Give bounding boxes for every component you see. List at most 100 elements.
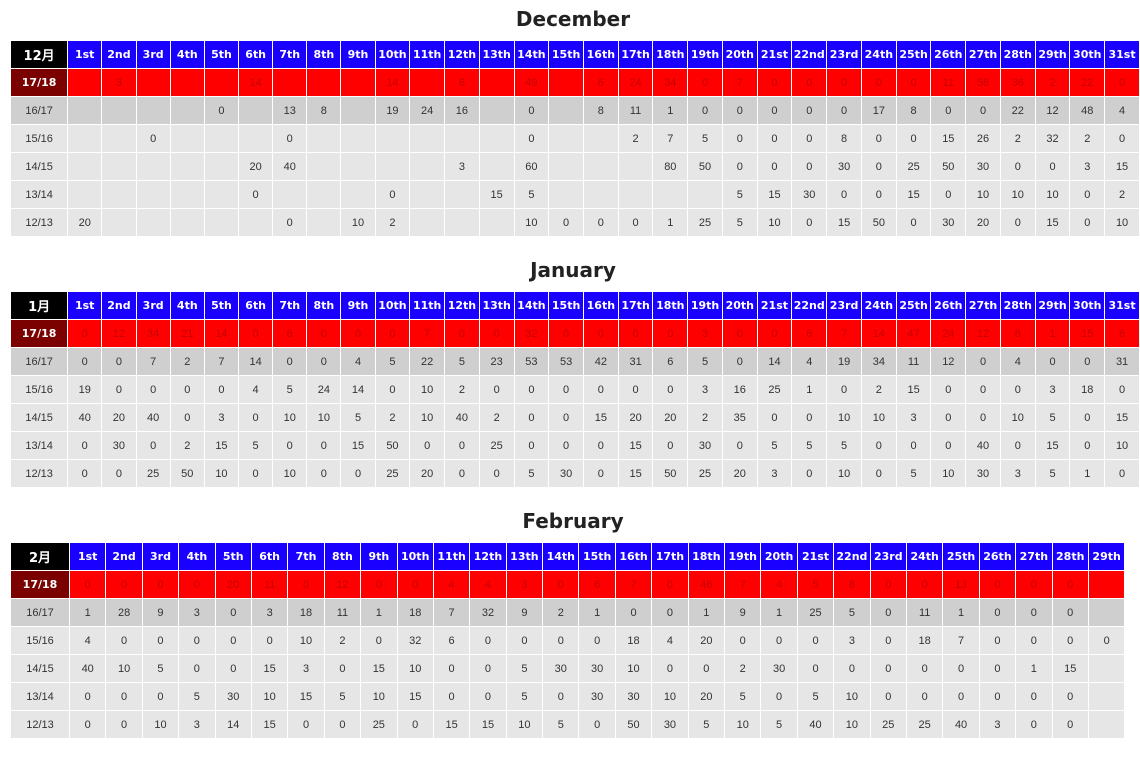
snow-value-cell: 32: [513, 319, 550, 348]
day-header: 5th: [203, 291, 240, 320]
snow-value-cell: 4: [760, 570, 798, 599]
snow-value-cell: 0: [272, 124, 308, 153]
snow-value-cell: 0: [214, 654, 252, 683]
season-row: 16/17 0 13 8 19 24 16 0 8 11 1 0 0 0 0 0 17 8 0 0 22 12 48 4: [9, 96, 1140, 125]
snow-value-cell: 5: [374, 347, 411, 376]
snow-value-cell: 10: [999, 180, 1036, 209]
season-row: 17/18 0 12 34 21 14 0 6 0 0 0 7 0 0 32 0 0 0 0 3 0 0 6 7 14 47 24 1…: [9, 319, 1140, 348]
snow-value-cell: 15: [582, 403, 619, 432]
snow-value-cell: 7: [724, 570, 762, 599]
snow-value-cell: 0: [1015, 598, 1053, 627]
snow-value-cell: 0: [287, 710, 325, 739]
snow-value-cell: [340, 180, 376, 209]
snow-value-cell: 10: [833, 682, 871, 711]
snow-value-cell: 15: [617, 431, 654, 460]
snow-value-cell: 0: [791, 403, 828, 432]
snow-value-cell: 2: [1034, 68, 1071, 97]
snow-value-cell: 0: [360, 570, 398, 599]
snow-value-cell: 2: [169, 431, 205, 460]
snow-value-cell: 0: [756, 152, 793, 181]
day-header: 1st: [67, 40, 103, 69]
snow-value-cell: 3: [203, 403, 240, 432]
season-label: 16/17: [10, 598, 70, 627]
snow-value-cell: 0: [826, 375, 862, 404]
snow-value-cell: 15: [203, 431, 240, 460]
snow-value-cell: 20: [687, 626, 726, 655]
snow-value-cell: 0: [542, 626, 580, 655]
snow-value-cell: 0: [1069, 347, 1106, 376]
snow-value-cell: 32: [469, 598, 507, 627]
day-header: 15th: [578, 542, 616, 571]
snow-value-cell: 18: [287, 598, 325, 627]
day-header: 20th: [721, 291, 758, 320]
january-section: January 1月 1st 2nd 3rd 4th 5th 6th 7th 8th 9th 10t…: [9, 257, 1140, 488]
snow-value-cell: [582, 180, 619, 209]
snow-value-cell: 0: [652, 431, 689, 460]
snow-value-cell: 50: [930, 152, 967, 181]
snow-value-cell: 10: [396, 654, 434, 683]
snow-value-cell: 7: [721, 68, 758, 97]
snow-value-cell: 20: [687, 682, 726, 711]
snow-value-cell: 3: [250, 598, 289, 627]
snow-value-cell: 50: [614, 710, 653, 739]
snow-value-cell: 0: [965, 347, 1001, 376]
snow-value-cell: 2: [478, 403, 515, 432]
snow-value-cell: 0: [617, 375, 654, 404]
day-header: 17th: [617, 40, 654, 69]
snow-value-cell: [1087, 682, 1126, 711]
snow-value-cell: 10: [505, 710, 544, 739]
snow-value-cell: 1: [68, 598, 107, 627]
snow-value-cell: [1087, 710, 1126, 739]
snow-value-cell: 15: [250, 710, 289, 739]
snow-value-cell: 18: [905, 626, 944, 655]
snow-value-cell: [272, 68, 308, 97]
snow-value-cell: [340, 96, 376, 125]
snow-value-cell: 0: [444, 319, 480, 348]
snow-value-cell: 0: [721, 319, 758, 348]
snow-value-cell: 0: [791, 96, 828, 125]
snow-value-cell: 36: [999, 68, 1036, 97]
snow-value-cell: 30: [101, 431, 137, 460]
snow-value-cell: 0: [999, 431, 1036, 460]
snow-value-cell: [409, 124, 446, 153]
snow-value-cell: 0: [895, 68, 932, 97]
day-header: 23rd: [826, 40, 862, 69]
snow-value-cell: [67, 68, 103, 97]
season-label: 16/17: [9, 347, 69, 376]
snow-value-cell: 0: [1015, 570, 1053, 599]
snow-value-cell: [478, 208, 515, 237]
day-header: 29th: [1087, 542, 1126, 571]
day-header: 25th: [942, 542, 980, 571]
snow-value-cell: 0: [760, 626, 798, 655]
snow-value-cell: 15: [1069, 319, 1106, 348]
snow-value-cell: 5: [796, 570, 835, 599]
december-table: 12月 1st 2nd 3rd 4th 5th 6th 7th 8th 9th 10th 11th 12…: [9, 40, 1140, 237]
snow-value-cell: 0: [796, 654, 835, 683]
snow-value-cell: [306, 68, 342, 97]
season-row: 15/16 19 0 0 0 0 4 5 24 14 0 10 2 0 0 0 0 0 0 3 16 25 1 0 2 15 0 0 0…: [9, 375, 1140, 404]
snow-value-cell: 0: [651, 598, 689, 627]
day-header: 30th: [1069, 291, 1106, 320]
day-header: 27th: [1015, 542, 1053, 571]
snow-value-cell: [169, 124, 205, 153]
snow-value-cell: 0: [548, 431, 584, 460]
day-header: 4th: [169, 40, 205, 69]
snow-value-cell: 0: [141, 682, 180, 711]
snow-value-cell: 0: [978, 682, 1017, 711]
snow-value-cell: 15: [756, 180, 793, 209]
season-row: 12/13 0 0 25 50 10 0 10 0 0 25 20 0 0 5 30 0 15 50 25 20 3 0 10…: [9, 459, 1140, 488]
february-section: February 2月 1st 2nd 3rd 4th 5th 6th 7th 8th 9th 10…: [10, 508, 1140, 739]
snow-value-cell: 3: [444, 152, 480, 181]
snow-value-cell: 80: [652, 152, 689, 181]
snow-value-cell: 0: [978, 626, 1017, 655]
snow-value-cell: 0: [178, 654, 216, 683]
snow-value-cell: 22: [999, 96, 1036, 125]
snow-value-cell: 10: [930, 459, 967, 488]
snow-value-cell: [340, 124, 376, 153]
day-header: 21st: [796, 542, 835, 571]
snow-value-cell: 9: [724, 598, 762, 627]
snow-value-cell: [374, 124, 411, 153]
season-row: 13/14 0 30 0 2 15 5 0 0 15 50 0 0 25 0 0 0 15 0 30 0 5 5 5 0 0 0 40…: [9, 431, 1140, 460]
snow-value-cell: 0: [905, 654, 944, 683]
snow-value-cell: 0: [833, 654, 871, 683]
